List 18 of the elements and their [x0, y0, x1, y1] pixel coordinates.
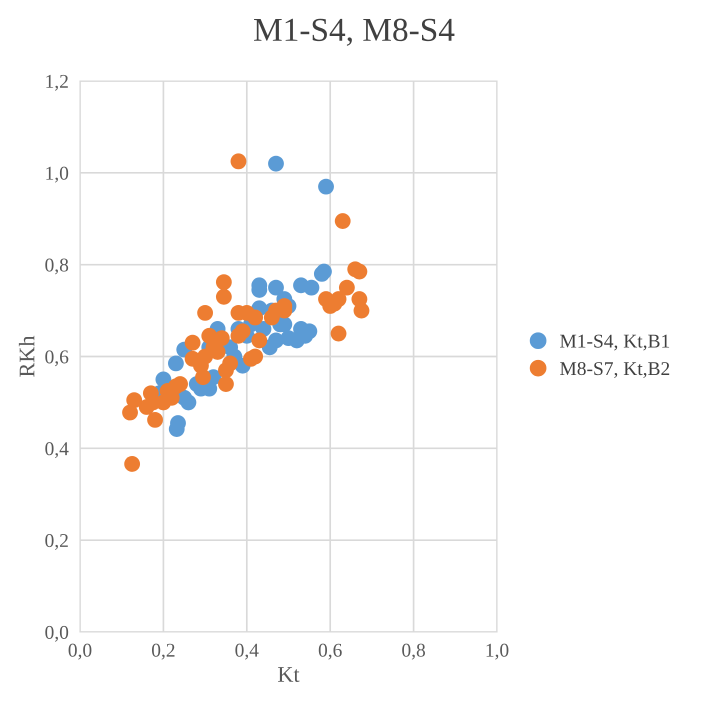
legend-label: M8-S7, Kt,B2 [560, 362, 670, 378]
y-axis-title: RKh [18, 336, 34, 377]
x-tick-label: 0,0 [68, 644, 92, 660]
y-tick-label: 0,6 [45, 350, 68, 366]
chart-title: M1-S4, M8-S4 [254, 18, 454, 46]
y-tick-label: 0,2 [45, 534, 68, 550]
x-tick-label: 1,0 [486, 644, 508, 660]
y-tick-label: 0,4 [45, 442, 69, 458]
y-tick-label: 1,2 [46, 74, 68, 91]
x-tick-label: 0,2 [152, 644, 174, 660]
x-tick-label: 0,4 [235, 644, 259, 660]
x-tick-label: 0,8 [402, 644, 426, 660]
x-axis-title: Kt [278, 667, 300, 682]
y-tick-label: 0,8 [45, 258, 68, 274]
y-tick-label: 1,0 [46, 166, 68, 183]
y-tick-label: 0,0 [45, 626, 68, 642]
legend-label: M1-S4, Kt,B1 [560, 334, 670, 350]
x-tick-label: 0,6 [318, 644, 342, 660]
